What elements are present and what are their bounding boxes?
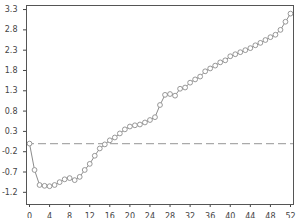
svg-text:2.8: 2.8 <box>5 25 18 34</box>
svg-text:40: 40 <box>225 212 235 218</box>
svg-text:32: 32 <box>185 212 195 218</box>
svg-text:44: 44 <box>245 212 255 218</box>
svg-text:16: 16 <box>105 212 115 218</box>
svg-text:3.3: 3.3 <box>5 5 18 14</box>
svg-text:1.8: 1.8 <box>5 66 18 75</box>
svg-text:48: 48 <box>265 212 275 218</box>
svg-text:52: 52 <box>285 212 295 218</box>
svg-text:0.8: 0.8 <box>5 107 18 116</box>
svg-text:1.3: 1.3 <box>5 86 18 95</box>
svg-text:4: 4 <box>47 212 52 218</box>
svg-text:-0.7: -0.7 <box>2 168 18 177</box>
svg-text:24: 24 <box>145 212 155 218</box>
svg-text:28: 28 <box>165 212 175 218</box>
svg-text:0.3: 0.3 <box>5 127 18 136</box>
svg-text:0: 0 <box>27 212 32 218</box>
svg-text:-1.2: -1.2 <box>2 188 18 197</box>
svg-text:-0.2: -0.2 <box>2 147 18 156</box>
svg-text:20: 20 <box>125 212 135 218</box>
svg-text:36: 36 <box>205 212 215 218</box>
svg-text:2.3: 2.3 <box>5 46 18 55</box>
svg-text:12: 12 <box>85 212 95 218</box>
svg-text:8: 8 <box>67 212 72 218</box>
